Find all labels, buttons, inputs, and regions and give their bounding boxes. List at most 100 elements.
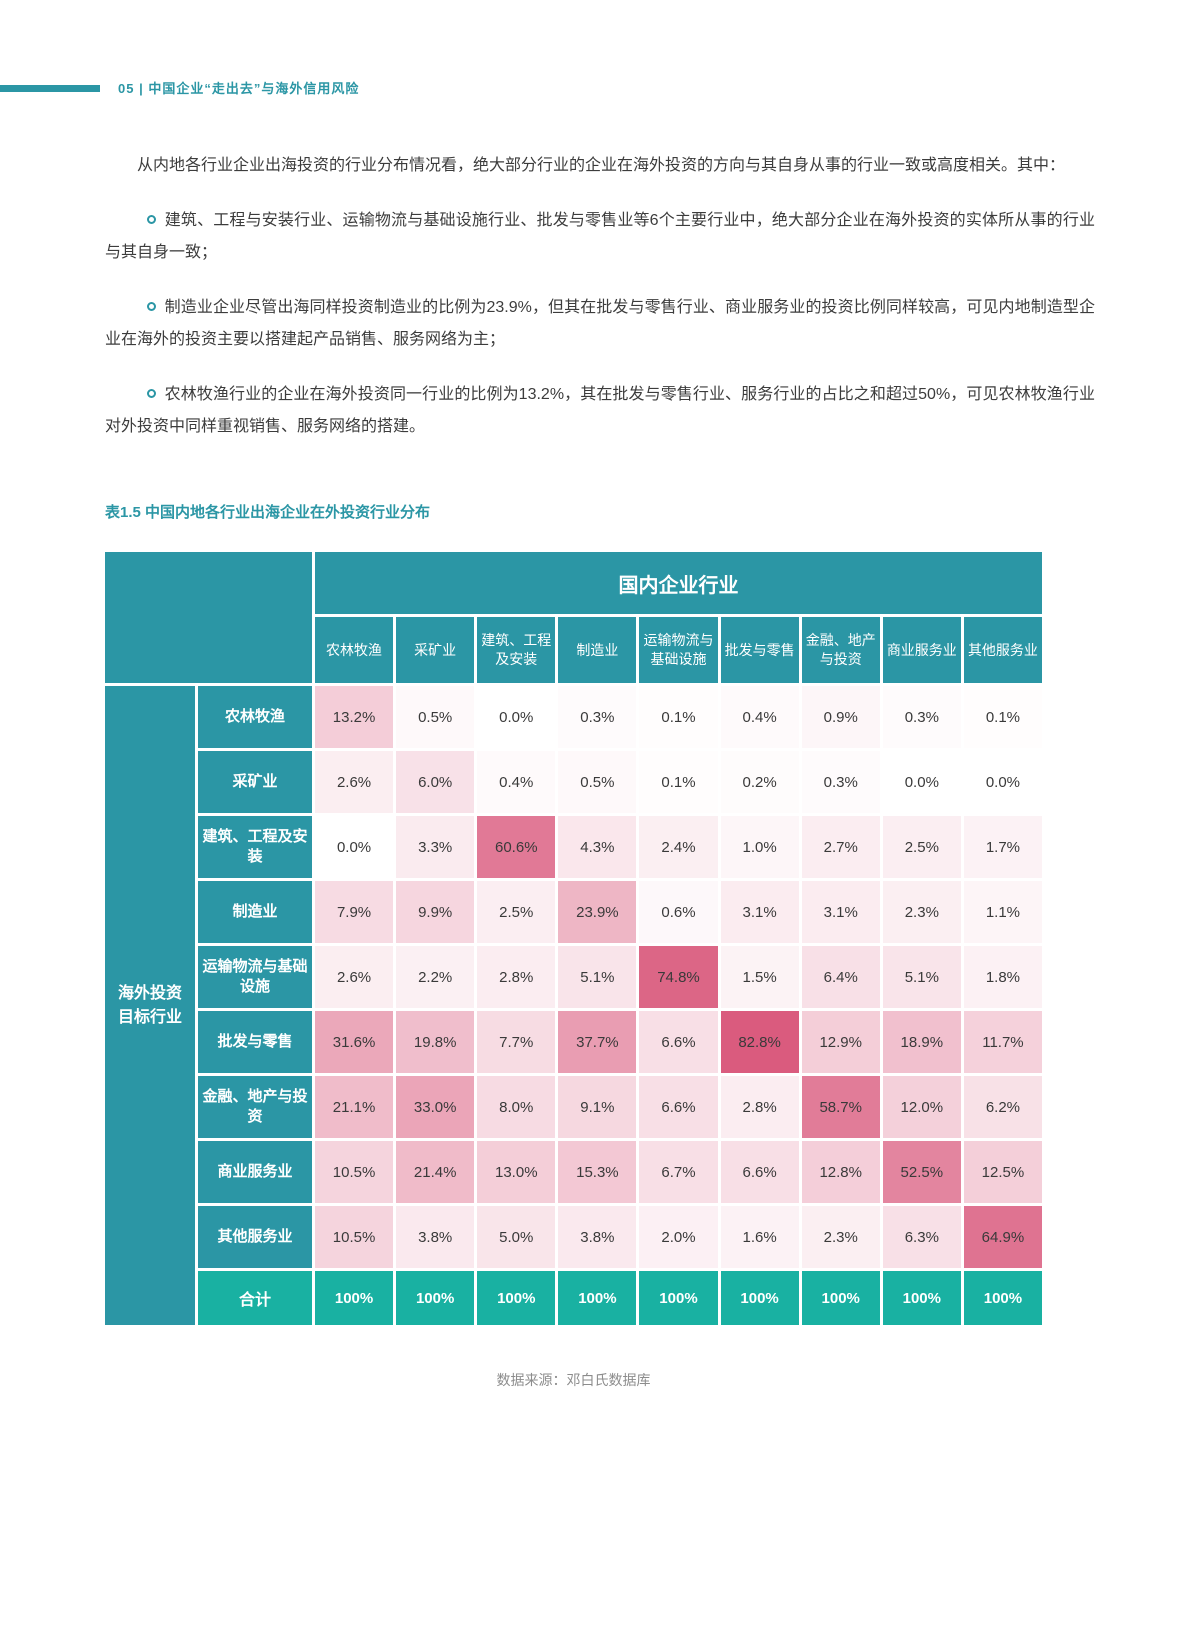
- bullet-text: 建筑、工程与安装行业、运输物流与基础设施行业、批发与零售业等6个主要行业中，绝大…: [105, 212, 1095, 261]
- row-label: 其他服务业: [198, 1206, 312, 1268]
- value-cell: 1.8%: [963, 946, 1042, 1008]
- value-cell: 82.8%: [720, 1011, 799, 1073]
- bullet-text: 农林牧渔行业的企业在海外投资同一行业的比例为13.2%，其在批发与零售行业、服务…: [105, 386, 1095, 435]
- value-cell: 12.9%: [801, 1011, 880, 1073]
- total-cell: 100%: [801, 1271, 880, 1325]
- column-header: 商业服务业: [882, 617, 961, 683]
- total-label: 合计: [198, 1271, 312, 1325]
- value-cell: 0.1%: [963, 686, 1042, 748]
- value-cell: 0.1%: [639, 686, 718, 748]
- row-label: 运输物流与基础设施: [198, 946, 312, 1008]
- value-cell: 3.8%: [558, 1206, 637, 1268]
- header-rule: [0, 85, 100, 92]
- value-cell: 0.4%: [720, 686, 799, 748]
- value-cell: 0.3%: [558, 686, 637, 748]
- row-label: 采矿业: [198, 751, 312, 813]
- row-label: 农林牧渔: [198, 686, 312, 748]
- value-cell: 2.6%: [315, 751, 394, 813]
- value-cell: 2.2%: [396, 946, 475, 1008]
- value-cell: 0.0%: [882, 751, 961, 813]
- value-cell: 1.7%: [963, 816, 1042, 878]
- value-cell: 6.2%: [963, 1076, 1042, 1138]
- bullet-item: 制造业企业尽管出海同样投资制造业的比例为23.9%，但其在批发与零售行业、商业服…: [105, 292, 1095, 356]
- value-cell: 0.9%: [801, 686, 880, 748]
- value-cell: 2.8%: [720, 1076, 799, 1138]
- value-cell: 10.5%: [315, 1206, 394, 1268]
- value-cell: 2.5%: [882, 816, 961, 878]
- value-cell: 0.5%: [558, 751, 637, 813]
- value-cell: 6.6%: [639, 1011, 718, 1073]
- column-header: 运输物流与基础设施: [639, 617, 718, 683]
- value-cell: 0.6%: [639, 881, 718, 943]
- column-header: 批发与零售: [720, 617, 799, 683]
- value-cell: 7.7%: [477, 1011, 556, 1073]
- industry-distribution-table: 国内企业行业 农林牧渔 采矿业 建筑、工程及安装 制造业 运输物流与基础设施 批发与零售 金融…: [105, 552, 1042, 1325]
- value-cell: 4.3%: [558, 816, 637, 878]
- value-cell: 0.1%: [639, 751, 718, 813]
- table-title: 表1.5 中国内地各行业出海企业在外投资行业分布: [105, 504, 431, 521]
- total-cell: 100%: [882, 1271, 961, 1325]
- value-cell: 9.1%: [558, 1076, 637, 1138]
- value-cell: 12.8%: [801, 1141, 880, 1203]
- value-cell: 0.0%: [315, 816, 394, 878]
- value-cell: 60.6%: [477, 816, 556, 878]
- row-label: 建筑、工程及安装: [198, 816, 312, 878]
- value-cell: 12.0%: [882, 1076, 961, 1138]
- bullet-item: 农林牧渔行业的企业在海外投资同一行业的比例为13.2%，其在批发与零售行业、服务…: [105, 379, 1095, 443]
- value-cell: 1.5%: [720, 946, 799, 1008]
- value-cell: 0.0%: [963, 751, 1042, 813]
- value-cell: 6.0%: [396, 751, 475, 813]
- value-cell: 0.5%: [396, 686, 475, 748]
- value-cell: 13.0%: [477, 1141, 556, 1203]
- value-cell: 12.5%: [963, 1141, 1042, 1203]
- value-cell: 52.5%: [882, 1141, 961, 1203]
- value-cell: 1.6%: [720, 1206, 799, 1268]
- page-header: 05 | 中国企业“走出去”与海外信用风险: [118, 81, 360, 96]
- value-cell: 2.4%: [639, 816, 718, 878]
- value-cell: 2.0%: [639, 1206, 718, 1268]
- value-cell: 6.4%: [801, 946, 880, 1008]
- value-cell: 6.6%: [720, 1141, 799, 1203]
- row-header-strip-line: 目标行业: [117, 1008, 182, 1026]
- bullet-circle-icon: [146, 215, 156, 224]
- value-cell: 3.3%: [396, 816, 475, 878]
- value-cell: 11.7%: [963, 1011, 1042, 1073]
- value-cell: 1.1%: [963, 881, 1042, 943]
- value-cell: 2.5%: [477, 881, 556, 943]
- value-cell: 58.7%: [801, 1076, 880, 1138]
- value-cell: 1.0%: [720, 816, 799, 878]
- total-cell: 100%: [963, 1271, 1042, 1325]
- value-cell: 5.0%: [477, 1206, 556, 1268]
- value-cell: 18.9%: [882, 1011, 961, 1073]
- table-top-header: 国内企业行业: [315, 552, 1042, 614]
- value-cell: 74.8%: [639, 946, 718, 1008]
- row-label: 金融、地产与投资: [198, 1076, 312, 1138]
- value-cell: 0.0%: [477, 686, 556, 748]
- bullet-circle-icon: [146, 302, 156, 311]
- value-cell: 2.7%: [801, 816, 880, 878]
- value-cell: 37.7%: [558, 1011, 637, 1073]
- value-cell: 15.3%: [558, 1141, 637, 1203]
- value-cell: 21.4%: [396, 1141, 475, 1203]
- value-cell: 64.9%: [963, 1206, 1042, 1268]
- value-cell: 2.3%: [882, 881, 961, 943]
- value-cell: 6.6%: [639, 1076, 718, 1138]
- value-cell: 7.9%: [315, 881, 394, 943]
- column-header: 金融、地产与投资: [801, 617, 880, 683]
- value-cell: 2.3%: [801, 1206, 880, 1268]
- value-cell: 6.3%: [882, 1206, 961, 1268]
- value-cell: 3.1%: [720, 881, 799, 943]
- value-cell: 19.8%: [396, 1011, 475, 1073]
- total-cell: 100%: [396, 1271, 475, 1325]
- row-label: 商业服务业: [198, 1141, 312, 1203]
- row-label: 批发与零售: [198, 1011, 312, 1073]
- value-cell: 0.3%: [801, 751, 880, 813]
- row-header-strip: 海外投资 目标行业: [105, 686, 195, 1325]
- row-header-strip-line: 海外投资: [117, 984, 182, 1002]
- column-header: 农林牧渔: [315, 617, 394, 683]
- value-cell: 2.6%: [315, 946, 394, 1008]
- value-cell: 21.1%: [315, 1076, 394, 1138]
- value-cell: 5.1%: [558, 946, 637, 1008]
- bullet-circle-icon: [146, 389, 156, 398]
- data-source: 数据来源：邓白氏数据库: [496, 1372, 651, 1388]
